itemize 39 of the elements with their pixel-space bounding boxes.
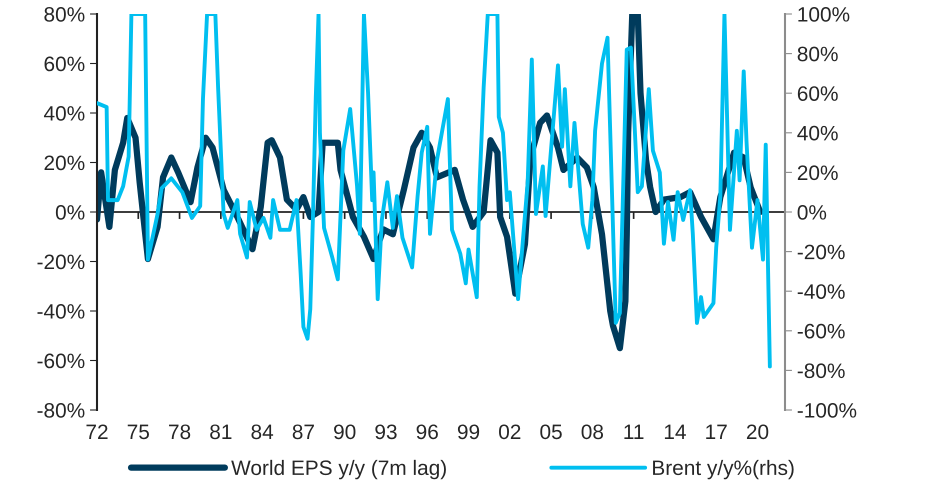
- x-tick-label: 84: [251, 424, 274, 440]
- y2-tick-label: 100%: [798, 7, 850, 22]
- y-tick-label: 40%: [44, 106, 84, 121]
- x-tick-label: 72: [86, 424, 108, 439]
- x-tick-label: 93: [375, 424, 397, 440]
- y2-tick-label: 0%: [798, 205, 826, 220]
- y2-tick-label: -100%: [798, 403, 856, 418]
- x-tick-label: 87: [292, 424, 314, 440]
- y2-tick-label: 20%: [798, 165, 838, 180]
- y2-tick-label: 40%: [797, 126, 838, 141]
- x-tick-label: 20: [746, 424, 768, 440]
- x-tick-label: 17: [706, 424, 727, 439]
- y2-tick-label: 80%: [798, 46, 838, 62]
- x-tick-label: 05: [540, 424, 562, 440]
- x-tick-label: 02: [499, 424, 520, 440]
- x-tick-label: 99: [458, 424, 480, 440]
- y-tick-label: 0%: [56, 205, 84, 220]
- x-tick-label: 81: [210, 424, 232, 440]
- y2-tick-label: -60%: [798, 324, 845, 339]
- x-tick-label: 75: [128, 424, 149, 440]
- x-tick-label: 11: [624, 424, 644, 439]
- y-tick-label: -80%: [37, 403, 84, 418]
- y-tick-label: -40%: [37, 304, 84, 319]
- y2-tick-label: -80%: [798, 363, 845, 378]
- y-tick-label: 60%: [44, 56, 84, 72]
- y2-tick-label: 60%: [798, 86, 838, 101]
- y2-tick-label: -20%: [798, 244, 845, 260]
- y-tick-label: 20%: [44, 156, 84, 170]
- x-tick-label: 78: [169, 424, 190, 440]
- legend-label: World EPS y/y (7m lag): [231, 460, 446, 480]
- legend-label: Brent y/y%(rhs): [653, 460, 794, 480]
- y-tick-label: -20%: [37, 254, 84, 270]
- x-tick-label: 08: [582, 424, 604, 440]
- y2-tick-label: -40%: [798, 284, 845, 299]
- x-tick-label: 90: [334, 424, 356, 440]
- y-tick-label: 80%: [44, 7, 84, 22]
- x-tick-label: 96: [416, 424, 438, 440]
- y-tick-label: -60%: [37, 354, 84, 368]
- x-tick-label: 14: [664, 424, 686, 439]
